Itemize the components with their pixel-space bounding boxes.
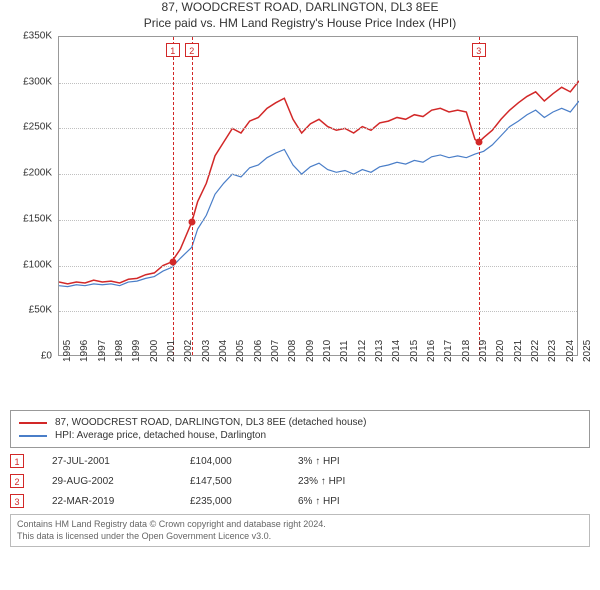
chart-container: 123 £0£50K£100K£150K£200K£250K£300K£350K… — [10, 36, 590, 406]
x-tick-label: 2004 — [218, 340, 229, 362]
x-tick-label: 2002 — [183, 340, 194, 362]
marker-line — [479, 37, 480, 355]
marker-num: 2 — [10, 474, 24, 488]
marker-table: 1 27-JUL-2001 £104,000 3% ↑ HPI 2 29-AUG-2002… — [10, 454, 590, 508]
marker-number-box: 2 — [185, 43, 199, 57]
gridline — [59, 266, 577, 267]
x-tick-label: 2016 — [426, 340, 437, 362]
footer-line1: Contains HM Land Registry data © Crown c… — [17, 519, 583, 531]
y-tick-label: £250K — [10, 122, 52, 133]
marker-dot — [475, 139, 482, 146]
plot-area: 12 3 — [58, 36, 578, 356]
marker-delta: 23% ↑ HPI — [298, 476, 388, 487]
x-tick-label: 2006 — [253, 340, 264, 362]
x-tick-label: 1995 — [62, 340, 73, 362]
marker-price: £104,000 — [190, 456, 270, 467]
x-tick-label: 2008 — [287, 340, 298, 362]
x-tick-label: 2017 — [443, 340, 454, 362]
marker-table-row: 2 29-AUG-2002 £147,500 23% ↑ HPI — [10, 474, 590, 488]
y-tick-label: £350K — [10, 31, 52, 42]
legend-label-hpi: HPI: Average price, detached house, Darl… — [55, 430, 266, 441]
y-tick-label: £0 — [10, 351, 52, 362]
y-tick-label: £300K — [10, 76, 52, 87]
marker-line — [192, 37, 193, 355]
x-tick-label: 2024 — [565, 340, 576, 362]
y-tick-label: £200K — [10, 168, 52, 179]
data-lines-svg — [59, 37, 579, 357]
y-tick-label: £50K — [10, 305, 52, 316]
x-tick-label: 2020 — [495, 340, 506, 362]
legend-row-property: 87, WOODCREST ROAD, DARLINGTON, DL3 8EE … — [19, 417, 581, 428]
x-tick-label: 2003 — [201, 340, 212, 362]
marker-table-row: 1 27-JUL-2001 £104,000 3% ↑ HPI — [10, 454, 590, 468]
gridline — [59, 83, 577, 84]
x-tick-label: 1996 — [79, 340, 90, 362]
x-tick-label: 2011 — [339, 340, 350, 362]
x-tick-label: 1997 — [97, 340, 108, 362]
legend-label-property: 87, WOODCREST ROAD, DARLINGTON, DL3 8EE … — [55, 417, 366, 428]
marker-line — [173, 37, 174, 355]
marker-date: 29-AUG-2002 — [52, 476, 162, 487]
marker-price: £147,500 — [190, 476, 270, 487]
x-tick-label: 2000 — [149, 340, 160, 362]
marker-dot — [169, 258, 176, 265]
marker-number-box: 1 — [166, 43, 180, 57]
x-tick-label: 2001 — [166, 340, 177, 362]
x-tick-label: 2007 — [270, 340, 281, 362]
x-tick-label: 2005 — [235, 340, 246, 362]
legend-row-hpi: HPI: Average price, detached house, Darl… — [19, 430, 581, 441]
x-tick-label: 2010 — [322, 340, 333, 362]
marker-delta: 3% ↑ HPI — [298, 456, 388, 467]
x-tick-label: 2009 — [305, 340, 316, 362]
series-line-property — [59, 81, 579, 284]
marker-table-row: 3 22-MAR-2019 £235,000 6% ↑ HPI — [10, 494, 590, 508]
chart-subtitle: Price paid vs. HM Land Registry's House … — [0, 16, 600, 30]
footer-box: Contains HM Land Registry data © Crown c… — [10, 514, 590, 547]
y-tick-label: £150K — [10, 213, 52, 224]
x-tick-label: 2021 — [513, 340, 524, 362]
x-tick-label: 2014 — [391, 340, 402, 362]
marker-delta: 6% ↑ HPI — [298, 496, 388, 507]
marker-dot — [188, 219, 195, 226]
x-tick-label: 2019 — [478, 340, 489, 362]
x-tick-label: 2025 — [582, 340, 593, 362]
marker-date: 27-JUL-2001 — [52, 456, 162, 467]
gridline — [59, 128, 577, 129]
gridline — [59, 174, 577, 175]
footer-line2: This data is licensed under the Open Gov… — [17, 531, 583, 543]
x-tick-label: 1998 — [114, 340, 125, 362]
legend-box: 87, WOODCREST ROAD, DARLINGTON, DL3 8EE … — [10, 410, 590, 448]
marker-num: 3 — [10, 494, 24, 508]
x-tick-label: 2018 — [461, 340, 472, 362]
marker-price: £235,000 — [190, 496, 270, 507]
x-tick-label: 2015 — [409, 340, 420, 362]
x-tick-label: 2022 — [530, 340, 541, 362]
legend-swatch-property — [19, 422, 47, 424]
gridline — [59, 311, 577, 312]
y-tick-label: £100K — [10, 259, 52, 270]
gridline — [59, 220, 577, 221]
x-tick-label: 2013 — [374, 340, 385, 362]
marker-num: 1 — [10, 454, 24, 468]
x-tick-label: 1999 — [131, 340, 142, 362]
x-tick-label: 2023 — [547, 340, 558, 362]
x-tick-label: 2012 — [357, 340, 368, 362]
legend-swatch-hpi — [19, 435, 47, 437]
marker-number-box: 3 — [472, 43, 486, 57]
chart-title: 87, WOODCREST ROAD, DARLINGTON, DL3 8EE — [0, 0, 600, 14]
marker-date: 22-MAR-2019 — [52, 496, 162, 507]
